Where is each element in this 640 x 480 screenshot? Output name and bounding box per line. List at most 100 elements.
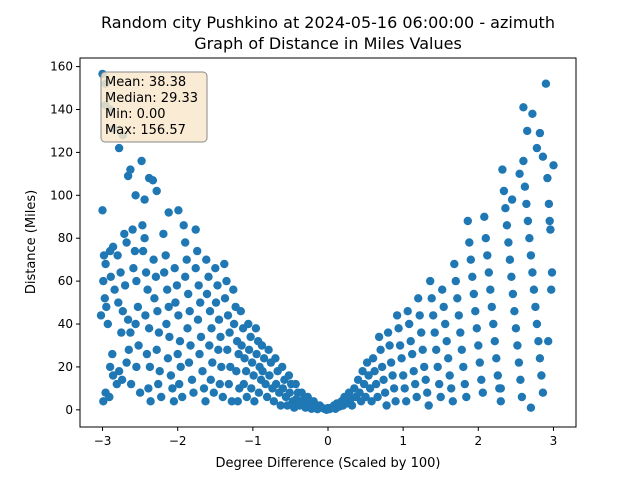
data-point (132, 276, 141, 286)
data-point (154, 328, 164, 337)
data-point (544, 199, 554, 209)
data-point (427, 294, 436, 303)
data-point (517, 392, 527, 402)
data-point (291, 379, 300, 389)
data-point (400, 384, 409, 393)
data-point (382, 401, 391, 410)
data-point (538, 152, 548, 161)
data-point (214, 345, 223, 354)
stats-median: Median: 29.33 (105, 91, 198, 106)
y-tick-label: 140 (50, 102, 73, 116)
data-point (196, 298, 205, 307)
data-point (160, 268, 169, 277)
data-point (123, 171, 133, 181)
data-point (174, 206, 183, 215)
x-axis-label: Degree Difference (Scaled by 100) (216, 456, 441, 471)
data-point (451, 276, 460, 286)
data-point (522, 199, 531, 209)
data-point (364, 371, 373, 380)
data-point (370, 367, 379, 376)
data-point (480, 212, 489, 221)
data-point (444, 354, 453, 363)
data-point (514, 358, 524, 367)
data-point (474, 341, 483, 350)
data-point (353, 375, 363, 384)
data-point (126, 379, 136, 389)
data-point (182, 255, 191, 264)
data-point (118, 307, 128, 316)
data-point (516, 375, 525, 384)
data-point (108, 349, 117, 359)
data-point (347, 401, 357, 410)
data-point (532, 143, 542, 153)
data-point (166, 371, 176, 380)
data-point (469, 289, 478, 299)
data-point (468, 272, 477, 281)
data-point (135, 388, 145, 397)
data-point (505, 255, 515, 264)
y-tick-label: 80 (58, 231, 73, 245)
data-point (374, 332, 384, 342)
data-point (234, 349, 243, 359)
data-point (365, 384, 375, 393)
data-point (376, 345, 385, 354)
y-axis-ticks: 0 20 40 60 80 100 120 140 160 (50, 60, 80, 417)
data-point (502, 221, 512, 230)
data-point (475, 358, 484, 367)
y-axis-label: Distance (Miles) (24, 190, 39, 294)
data-point (195, 349, 204, 359)
data-point (466, 255, 475, 264)
data-point (433, 362, 442, 372)
stats-min: Min: 0.00 (105, 107, 166, 122)
data-point (222, 276, 231, 286)
data-point (205, 341, 214, 350)
data-point (175, 379, 184, 389)
data-point (140, 195, 149, 204)
data-points-layer (96, 69, 558, 414)
data-point (406, 337, 415, 346)
data-point (232, 367, 241, 376)
data-point (141, 268, 151, 277)
data-point (532, 319, 542, 329)
data-point (168, 384, 177, 393)
data-point (292, 394, 301, 404)
data-point (402, 397, 411, 406)
y-tick-label: 0 (65, 403, 73, 417)
data-point (285, 388, 294, 397)
data-point (454, 311, 463, 320)
data-point (191, 264, 200, 273)
data-point (183, 324, 192, 333)
y-tick-label: 120 (50, 145, 73, 159)
data-point (193, 246, 202, 256)
data-point (117, 375, 127, 384)
data-point (184, 289, 193, 299)
data-point (496, 397, 505, 406)
y-tick-label: 100 (50, 188, 73, 202)
data-point (510, 307, 519, 316)
data-point (394, 324, 403, 333)
data-point (463, 216, 472, 226)
data-point (146, 397, 155, 406)
data-point (258, 367, 267, 376)
data-point (368, 354, 378, 363)
data-point (538, 388, 548, 397)
data-point (237, 341, 246, 350)
data-point (220, 259, 229, 269)
data-point (414, 294, 423, 303)
data-point (415, 311, 424, 320)
data-point (447, 384, 456, 393)
data-point (412, 392, 421, 402)
data-point (523, 126, 532, 136)
data-point (131, 191, 140, 200)
data-point (379, 375, 388, 384)
data-point (438, 285, 447, 294)
data-point (535, 128, 545, 138)
data-point (202, 255, 211, 264)
x-tick-label: 1 (399, 434, 407, 448)
data-point (186, 341, 195, 350)
y-tick-label: 40 (58, 317, 73, 331)
data-point (403, 307, 412, 316)
data-point (193, 315, 203, 324)
data-point (511, 324, 521, 333)
data-point (122, 358, 131, 367)
